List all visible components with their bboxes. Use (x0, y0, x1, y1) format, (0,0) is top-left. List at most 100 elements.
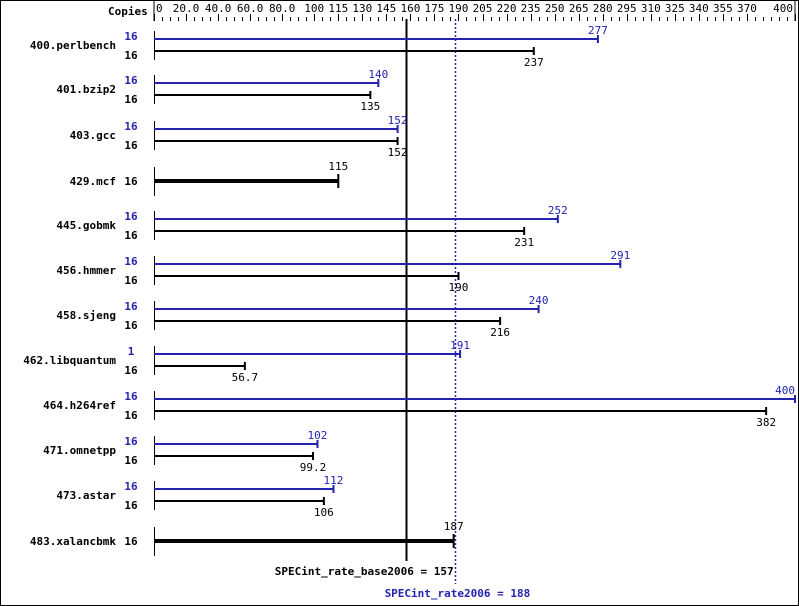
tick-label: 250 (545, 2, 565, 15)
base-copies: 16 (124, 93, 138, 106)
peak-bar (154, 488, 334, 490)
tick-label: 310 (641, 2, 661, 15)
peak-mean-label: SPECint_rate2006 = 188 (385, 587, 531, 600)
peak-bar (154, 82, 379, 84)
base-copies: 16 (124, 319, 138, 332)
base-bar (154, 500, 324, 502)
base-bar (154, 230, 525, 232)
benchmark-label: 456.hmmer (56, 264, 116, 277)
peak-copies: 16 (124, 390, 138, 403)
peak-value-label: 112 (324, 474, 344, 487)
peak-bar (154, 308, 539, 310)
base-value-label: 231 (514, 236, 534, 249)
peak-value-label: 400 (775, 384, 795, 397)
tick-label: 400 (773, 2, 793, 15)
benchmark-label: 458.sjeng (56, 309, 116, 322)
benchmark-label: 400.perlbench (30, 39, 116, 52)
tick-label: 115 (328, 2, 348, 15)
peak-value-label: 152 (388, 114, 408, 127)
peak-bar (154, 443, 318, 445)
peak-copies: 16 (124, 435, 138, 448)
peak-bar (154, 353, 461, 355)
base-value-label: 216 (490, 326, 510, 339)
tick-label: 190 (449, 2, 469, 15)
benchmark-label: 462.libquantum (23, 354, 116, 367)
base-value-label: 237 (524, 56, 544, 69)
tick-label: 295 (617, 2, 637, 15)
peak-bar (154, 38, 598, 40)
peak-copies: 16 (124, 255, 138, 268)
benchmark-label: 401.bzip2 (56, 83, 116, 96)
peak-value-label: 291 (610, 249, 630, 262)
tick-label: 40.0 (205, 2, 232, 15)
peak-bar (154, 128, 398, 130)
tick-label: 0 (156, 2, 163, 15)
base-copies: 16 (124, 454, 138, 467)
peak-copies: 16 (124, 30, 138, 43)
base-bar (154, 50, 534, 52)
tick-label: 175 (425, 2, 445, 15)
base-value-label: 152 (388, 146, 408, 159)
benchmark-label: 464.h264ref (43, 399, 116, 412)
base-copies: 16 (124, 49, 138, 62)
peak-value-label: 191 (450, 339, 470, 352)
peak-copies: 16 (124, 480, 138, 493)
tick-label: 205 (473, 2, 493, 15)
benchmark-label: 483.xalancbmk (30, 535, 116, 548)
base-value-label: 106 (314, 506, 334, 519)
tick-label: 220 (497, 2, 517, 15)
tick-label: 370 (737, 2, 757, 15)
base-value-label: 187 (444, 520, 464, 533)
base-value-label: 135 (360, 100, 380, 113)
benchmark-label: 473.astar (56, 489, 116, 502)
peak-value-label: 140 (368, 68, 388, 81)
peak-copies: 16 (124, 300, 138, 313)
tick-label: 160 (400, 2, 420, 15)
base-bar (154, 179, 339, 183)
peak-copies: 16 (124, 210, 138, 223)
base-bar (154, 455, 313, 457)
base-copies: 16 (124, 229, 138, 242)
peak-bar (154, 398, 795, 400)
base-bar (154, 275, 459, 277)
base-value-label: 56.7 (232, 371, 259, 384)
base-bar (154, 140, 398, 142)
base-copies: 16 (124, 364, 138, 377)
peak-value-label: 277 (588, 24, 608, 37)
peak-value-label: 252 (548, 204, 568, 217)
base-copies: 16 (124, 274, 138, 287)
base-bar (154, 539, 454, 543)
peak-value-label: 240 (529, 294, 549, 307)
base-bar (154, 410, 767, 412)
tick-label: 265 (569, 2, 589, 15)
base-value-label: 382 (756, 416, 776, 429)
tick-label: 60.0 (237, 2, 264, 15)
copies-header: Copies (108, 5, 148, 18)
benchmark-label: 471.omnetpp (43, 444, 116, 457)
base-copies: 16 (124, 175, 138, 188)
tick-label: 235 (521, 2, 541, 15)
base-copies: 16 (124, 139, 138, 152)
tick-label: 20.0 (173, 2, 200, 15)
base-value-label: 115 (328, 160, 348, 173)
tick-label: 280 (593, 2, 613, 15)
peak-copies: 1 (128, 345, 135, 358)
peak-value-label: 102 (308, 429, 328, 442)
tick-label: 340 (689, 2, 709, 15)
base-copies: 16 (124, 409, 138, 422)
peak-copies: 16 (124, 120, 138, 133)
tick-label: 325 (665, 2, 685, 15)
tick-label: 355 (713, 2, 733, 15)
tick-label: 130 (352, 2, 372, 15)
benchmark-label: 403.gcc (70, 129, 116, 142)
benchmark-label: 429.mcf (70, 175, 116, 188)
tick-label: 80.0 (269, 2, 296, 15)
base-copies: 16 (124, 535, 138, 548)
base-bar (154, 365, 245, 367)
tick-label: 100 (304, 2, 324, 15)
base-mean-label: SPECint_rate_base2006 = 157 (275, 565, 454, 578)
peak-bar (154, 218, 558, 220)
tick-label: 145 (376, 2, 396, 15)
base-bar (154, 94, 371, 96)
